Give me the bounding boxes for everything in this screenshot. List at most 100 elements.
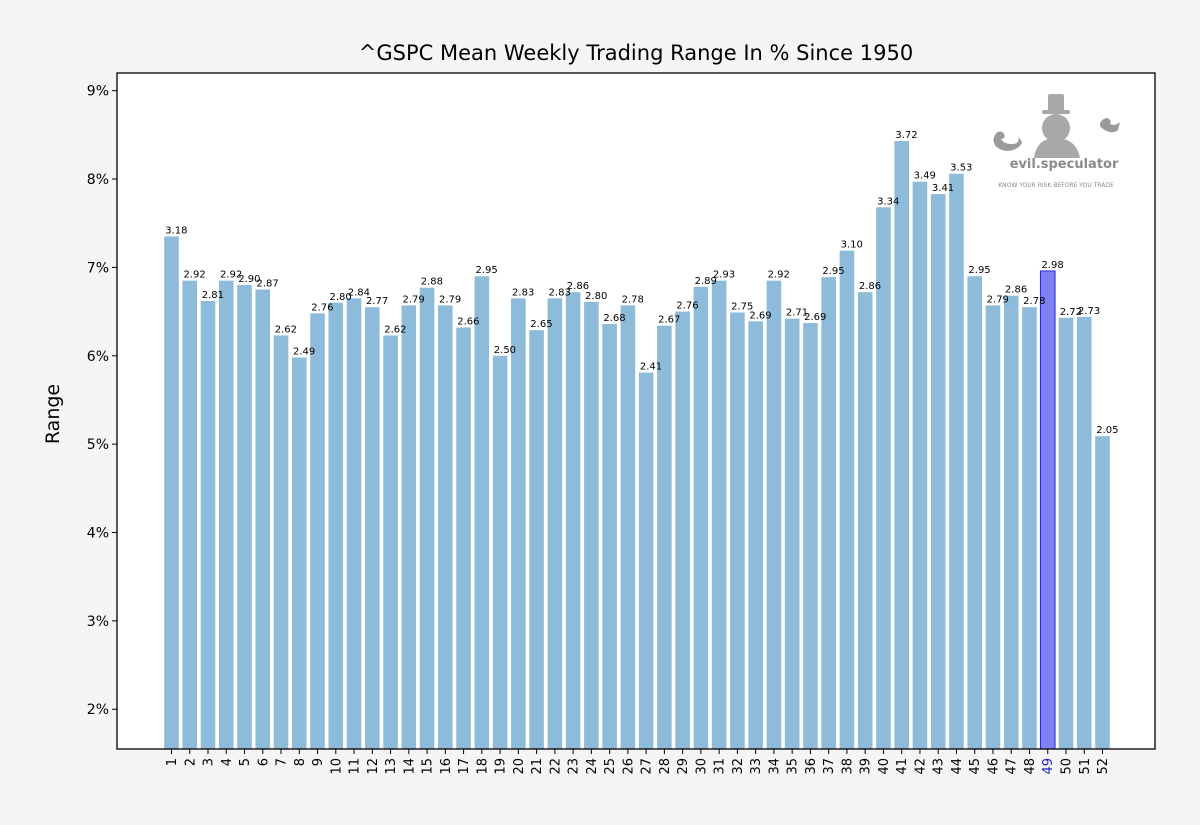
y-tick-label: 7%	[87, 260, 109, 276]
x-tick-label: 41	[895, 758, 910, 775]
data-label: 2.88	[421, 277, 443, 288]
data-label: 2.95	[822, 266, 844, 277]
bar	[218, 280, 234, 749]
data-label: 2.98	[1041, 260, 1063, 271]
x-tick-label: 12	[366, 758, 381, 775]
x-tick-label: 5	[238, 758, 253, 766]
plot-frame	[116, 72, 1156, 750]
data-label: 2.66	[457, 316, 479, 327]
data-label: 2.92	[183, 270, 205, 281]
x-tick-label: 27	[640, 758, 655, 775]
data-label: 2.81	[202, 290, 224, 301]
bar	[985, 305, 1001, 749]
bar	[383, 335, 398, 749]
data-label: 3.72	[895, 130, 917, 141]
bar	[456, 327, 471, 749]
data-label: 2.77	[366, 296, 388, 307]
data-label: 2.72	[1060, 307, 1082, 318]
x-tick-label: 36	[804, 758, 819, 775]
data-label: 3.34	[877, 196, 899, 207]
bar	[602, 323, 617, 749]
data-label: 2.95	[476, 265, 498, 276]
data-label: 2.84	[348, 287, 370, 298]
y-tick-label: 5%	[87, 437, 109, 453]
bar	[492, 355, 508, 749]
data-label: 2.79	[403, 294, 425, 305]
data-label: 2.83	[512, 287, 534, 298]
y-tick-label: 3%	[87, 614, 109, 630]
bar	[328, 302, 344, 749]
data-label: 2.86	[567, 281, 589, 292]
data-label: 3.53	[950, 163, 972, 174]
bar	[200, 300, 216, 749]
skull-hat-icon	[1034, 94, 1080, 158]
bar	[237, 285, 252, 749]
x-tick-label: 37	[822, 758, 837, 775]
x-tick-label: 32	[731, 758, 746, 775]
data-label: 2.69	[749, 310, 771, 321]
x-axis: 1 2 3 4 5 6 7 8 9 10 11 12 13 14 15 16 17 18 19 20 21 22 23 24 2…	[165, 749, 1111, 775]
data-label: 2.76	[311, 302, 333, 313]
x-tick-label: 6	[256, 758, 271, 766]
bar	[529, 330, 544, 749]
x-tick-label: 11	[348, 758, 363, 775]
bar	[346, 298, 362, 749]
x-tick-label: 14	[402, 758, 417, 775]
data-labels-group: 3.182.922.812.922.902.872.622.492.762.80…	[165, 130, 1118, 436]
data-label: 2.78	[1023, 296, 1045, 307]
x-tick-label: 35	[786, 758, 801, 775]
watermark-brand: evil.speculator	[1010, 157, 1119, 172]
x-tick-label: 17	[457, 758, 472, 775]
x-tick-label: 25	[603, 758, 618, 775]
bar	[365, 307, 380, 749]
bar	[273, 335, 289, 749]
bar	[930, 194, 946, 749]
y-axis: 2% 3% 4% 5% 6% 7% 8% 9%	[87, 84, 117, 718]
x-tick-label: 34	[767, 758, 782, 775]
x-tick-label: 15	[421, 758, 436, 775]
bar	[182, 280, 198, 749]
swan-left-icon	[993, 131, 1022, 151]
data-label: 3.10	[841, 240, 863, 251]
bar	[584, 301, 599, 749]
bar	[803, 323, 818, 749]
bar	[730, 312, 745, 749]
x-tick-label: 52	[1096, 758, 1111, 775]
data-label: 2.86	[859, 281, 881, 292]
bar	[1095, 436, 1110, 749]
bar	[967, 276, 983, 749]
bar	[839, 250, 855, 749]
bar	[766, 280, 782, 749]
data-label: 2.83	[549, 287, 571, 298]
x-tick-label: 30	[694, 758, 709, 775]
bar	[291, 357, 307, 749]
data-label: 2.87	[256, 279, 278, 290]
bar	[857, 292, 873, 749]
x-tick-label: 4	[220, 758, 235, 766]
bar	[419, 287, 435, 749]
x-tick-label: 22	[548, 758, 563, 775]
data-label: 2.89	[695, 276, 717, 287]
data-label: 2.92	[768, 270, 790, 281]
x-tick-label: 47	[1005, 758, 1020, 775]
data-label: 2.69	[804, 312, 826, 323]
bar	[821, 277, 836, 749]
x-tick-label: 29	[676, 758, 691, 775]
y-tick-label: 4%	[87, 526, 109, 542]
x-tick-label: 8	[293, 758, 308, 766]
bar	[1058, 317, 1074, 749]
swan-right-icon	[1099, 118, 1120, 133]
x-tick-label: 45	[968, 758, 983, 775]
watermark-tagline: KNOW YOUR RISK BEFORE YOU TRADE	[998, 182, 1114, 189]
bar	[784, 318, 800, 749]
x-tick-label: 23	[567, 758, 582, 775]
bar	[1076, 316, 1092, 749]
x-tick-label: 13	[384, 758, 399, 775]
bar	[401, 305, 417, 749]
x-tick-label: 19	[494, 758, 509, 775]
bar	[565, 292, 581, 749]
y-tick-label: 6%	[87, 349, 109, 365]
x-tick-label: 39	[859, 758, 874, 775]
bar	[638, 372, 654, 749]
